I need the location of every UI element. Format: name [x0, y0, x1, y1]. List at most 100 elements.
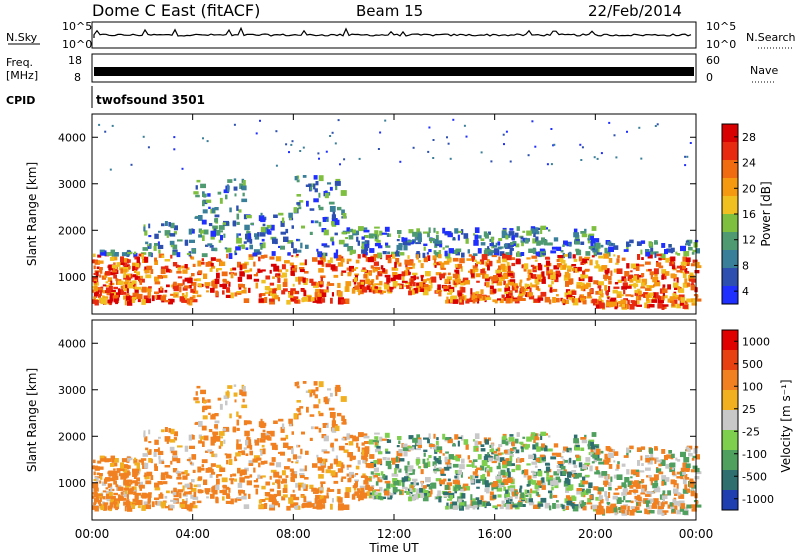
power-cell	[295, 255, 299, 258]
velocity-cell	[692, 505, 697, 510]
velocity-cell	[103, 503, 108, 506]
power-cell	[385, 245, 391, 248]
power-cell	[379, 280, 383, 286]
x-tick-label: 08:00	[276, 527, 311, 541]
velocity-cell	[205, 450, 209, 453]
velocity-cell	[598, 504, 602, 511]
power-cell	[315, 288, 322, 294]
power-cell	[382, 268, 386, 273]
velocity-cell	[682, 478, 687, 485]
power-cell	[484, 261, 487, 267]
power-cell	[160, 266, 167, 269]
power-cell	[311, 281, 317, 286]
colorbar-swatch	[722, 330, 738, 351]
power-cell	[427, 287, 431, 291]
power-cell	[576, 249, 582, 256]
power-cell	[498, 256, 501, 263]
power-cell	[581, 258, 587, 264]
velocity-cell	[461, 493, 466, 499]
velocity-cell	[610, 476, 613, 482]
power-cell	[408, 229, 414, 234]
power-cell	[580, 274, 583, 279]
power-cell	[572, 300, 579, 306]
velocity-cell	[397, 436, 402, 440]
velocity-cell	[498, 471, 503, 476]
power-cell	[491, 254, 497, 258]
velocity-cell	[292, 474, 297, 479]
velocity-cell	[662, 510, 669, 513]
velocity-cell	[428, 443, 435, 447]
power-cell	[679, 300, 685, 306]
power-cell	[236, 237, 242, 244]
power-cell	[330, 238, 334, 241]
velocity-cell	[345, 492, 349, 498]
velocity-cell	[361, 442, 365, 446]
power-cell	[329, 186, 333, 191]
velocity-cell	[511, 440, 515, 447]
velocity-cell	[335, 392, 338, 397]
power-cell	[236, 233, 239, 238]
power-cell	[672, 293, 676, 297]
velocity-cell	[550, 456, 557, 460]
velocity-cell	[422, 458, 426, 464]
velocity-cell	[541, 485, 546, 490]
velocity-cell	[319, 495, 326, 501]
velocity-cell	[675, 457, 678, 461]
power-cell	[195, 194, 200, 198]
power-cell	[463, 295, 467, 301]
velocity-cell	[392, 460, 396, 465]
power-cell	[261, 279, 266, 284]
velocity-cell	[236, 497, 242, 501]
power-cell	[401, 280, 408, 283]
power-cell	[484, 282, 487, 287]
velocity-cell	[243, 493, 247, 496]
power-cell	[313, 297, 316, 301]
colorbar-tick-label: 24	[742, 157, 756, 170]
velocity-cell	[429, 445, 433, 450]
velocity-cell	[661, 464, 668, 466]
power-cell	[666, 248, 671, 253]
velocity-cell	[321, 504, 326, 509]
velocity-cell	[649, 491, 654, 494]
power-cell	[280, 245, 285, 250]
power-cell	[299, 262, 306, 266]
freq-strip-frame	[91, 53, 697, 83]
power-cell	[553, 237, 559, 242]
velocity-cell	[623, 495, 626, 501]
velocity-cell	[316, 454, 319, 458]
power-cell	[659, 296, 662, 301]
velocity-cell	[564, 506, 569, 510]
power-cell	[688, 243, 691, 247]
power-cell	[346, 258, 352, 262]
velocity-cell	[93, 487, 97, 490]
velocity-cell	[294, 382, 298, 387]
power-cell	[278, 212, 284, 216]
power-cell	[372, 284, 376, 290]
power-cell	[410, 279, 414, 284]
power-cell	[594, 239, 599, 242]
velocity-cell	[636, 502, 639, 506]
velocity-cell	[202, 406, 205, 413]
velocity-cell	[137, 470, 141, 474]
power-cell	[487, 231, 491, 235]
power-cell	[671, 302, 675, 307]
velocity-cell	[114, 458, 119, 463]
power-cell	[292, 283, 295, 287]
velocity-cell	[598, 496, 602, 500]
velocity-cell	[470, 475, 473, 481]
power-cell	[260, 255, 265, 259]
velocity-cell	[667, 490, 671, 496]
velocity-cell	[233, 384, 237, 387]
velocity-cell	[355, 473, 359, 476]
power-cell	[373, 269, 378, 272]
power-cell	[685, 271, 690, 274]
velocity-cell	[274, 447, 278, 451]
power-cell	[481, 254, 488, 261]
velocity-cell	[341, 437, 345, 441]
velocity-cell	[545, 466, 551, 472]
power-cell	[645, 261, 651, 265]
velocity-cell	[275, 462, 282, 468]
power-cell	[588, 233, 595, 237]
power-cell	[556, 259, 560, 263]
power-cell	[435, 242, 440, 247]
